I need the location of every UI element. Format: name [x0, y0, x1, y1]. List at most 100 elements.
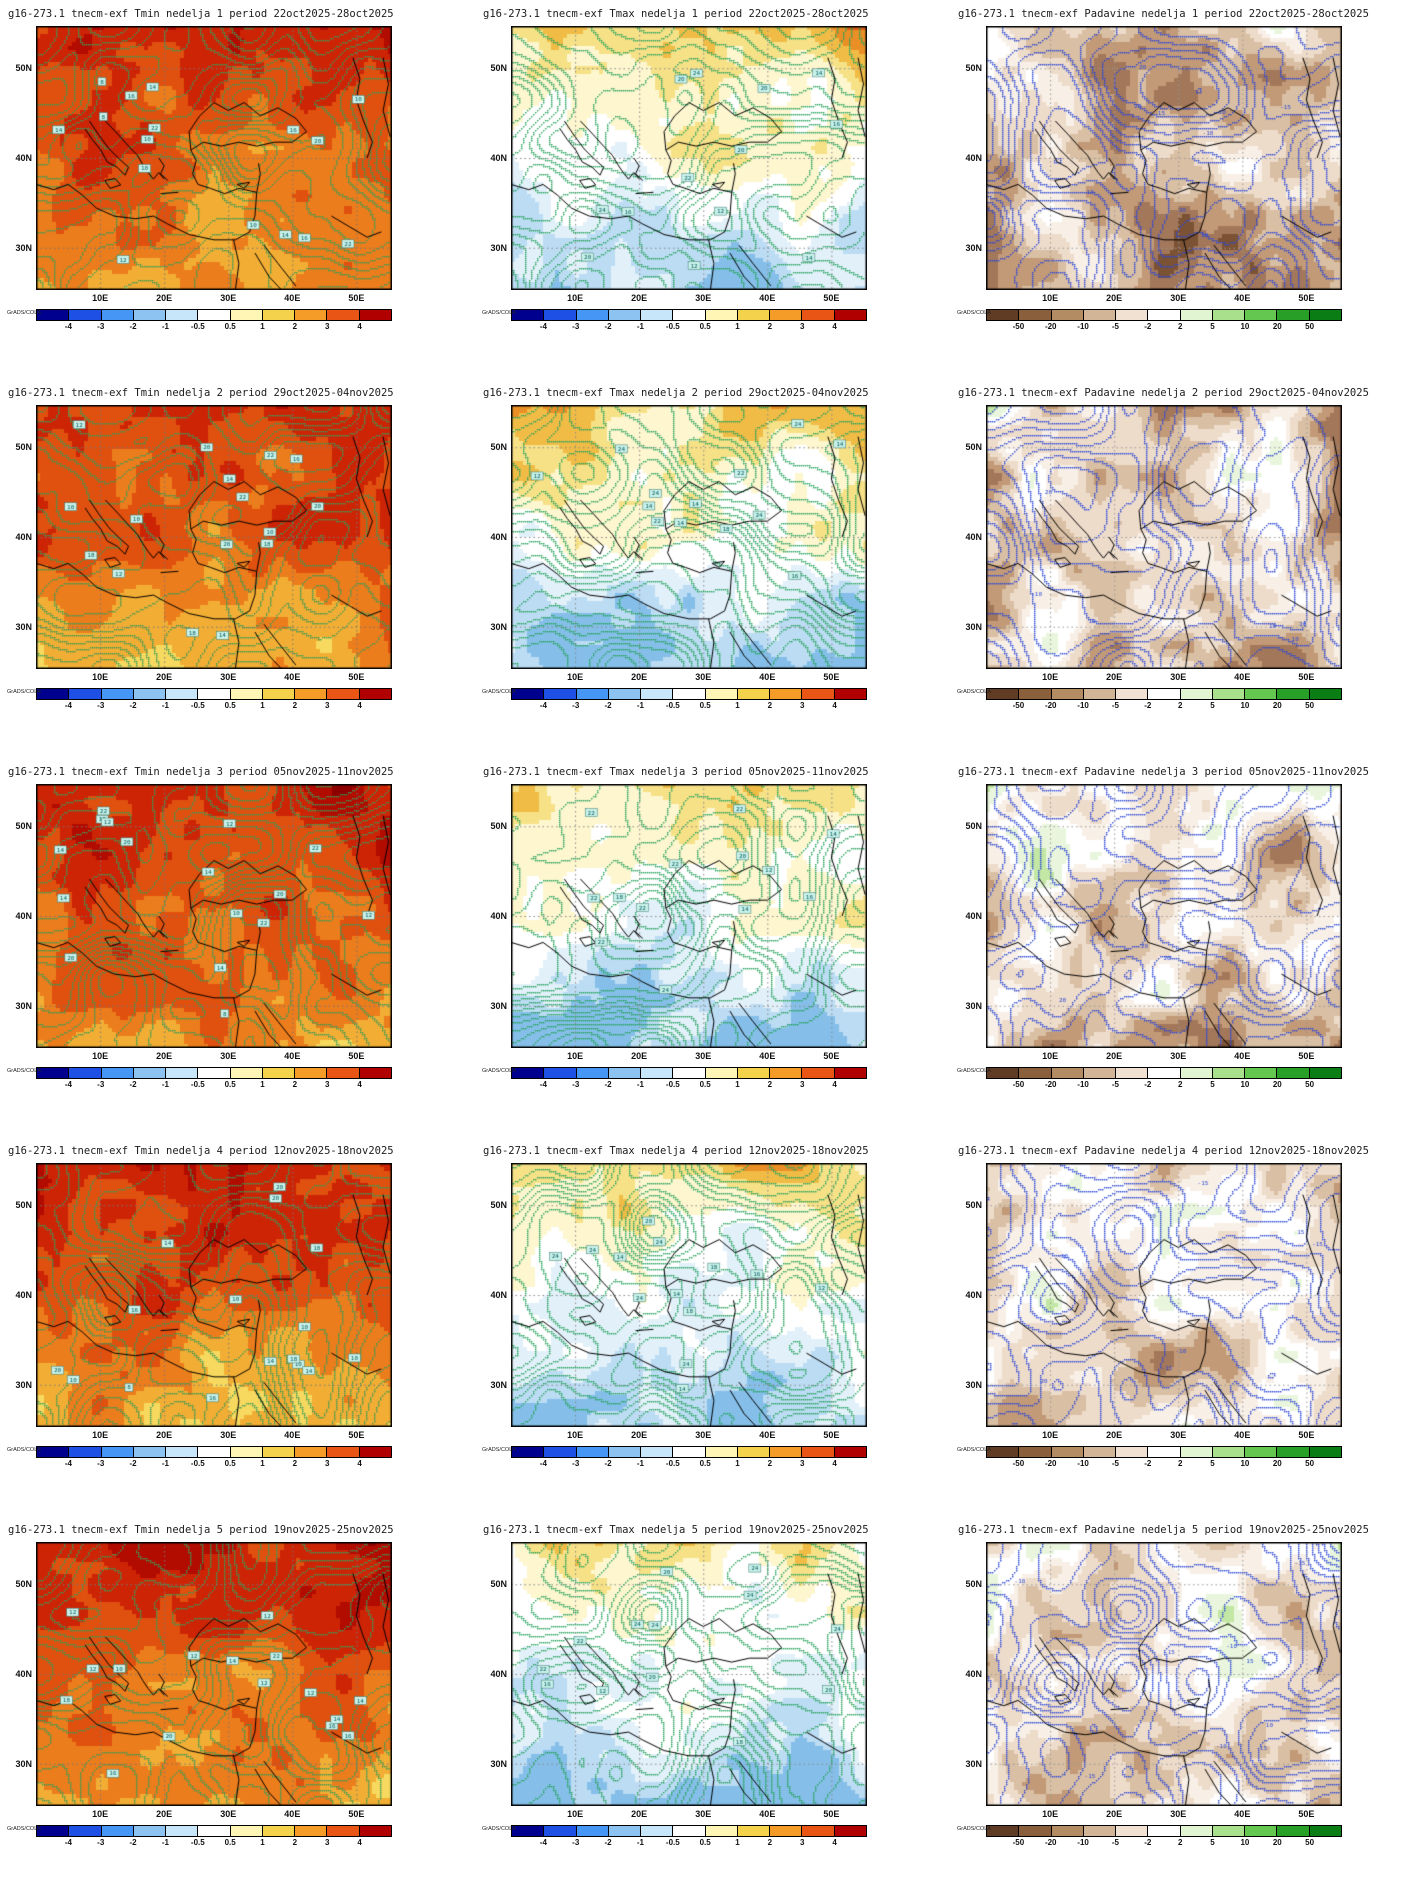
colorbar-row: GrADS/COLA -4 -3 -2 -1 -0.5 0.5 1 2 3 4	[482, 309, 867, 333]
colorbar-tick-label: 2	[767, 1459, 773, 1468]
colorbar-segment	[37, 1826, 69, 1836]
lon-tick-label: 10E	[567, 293, 584, 303]
colorbar-tick-label: 3	[325, 322, 330, 331]
colorbar-segment	[1147, 1826, 1180, 1836]
lon-tick-label: 40E	[284, 293, 301, 303]
colorbar-tick-label: -1	[636, 1080, 645, 1089]
colorbar-tick-label: 10	[1240, 701, 1250, 710]
colorbar-tick-label: 4	[357, 701, 362, 710]
colorbar-tick-label: 2	[1177, 1080, 1183, 1089]
colorbar-segment	[736, 1447, 770, 1457]
map-area: 50N 40N 30N 10E 20E 30E 40E 50E	[965, 1163, 1342, 1440]
map-area: 50N 40N 30N 10E 20E 30E 40E 50E	[15, 1163, 392, 1440]
colorbar-labels: -4 -3 -2 -1 -0.5 0.5 1 2 3 4	[511, 1458, 867, 1469]
colorbar-segment	[229, 1068, 262, 1078]
map-area: 50N 40N 30N 10E 20E 30E 40E 50E	[15, 26, 392, 303]
colorbar-segment	[294, 310, 327, 320]
colorbar-tick-label: -1	[636, 1459, 645, 1468]
colorbar-segment	[736, 310, 770, 320]
colorbar-segment	[1276, 689, 1309, 699]
colorbar-tick-label: 4	[357, 1080, 362, 1089]
panel-title: g16-273.1 tnecm-exf Tmax nedelja 1 perio…	[483, 8, 869, 20]
colorbar-tick-label: 5	[1210, 1459, 1215, 1468]
colorbar-labels: -50 -20 -10 -5 -2 2 5 10 20 50	[986, 1079, 1342, 1090]
colorbar-segment	[1244, 1826, 1277, 1836]
colorbar-tick-label: 5	[1210, 701, 1215, 710]
lon-tick-label: 40E	[284, 1051, 301, 1061]
lon-tick-label: 50E	[1298, 1809, 1315, 1819]
colorbar-segment	[769, 310, 802, 320]
colorbar-segment	[672, 689, 705, 699]
colorbar-tick-label: 3	[325, 1459, 330, 1468]
credit-label: GrADS/COLA	[482, 1068, 516, 1074]
lon-tick-label: 40E	[284, 1430, 301, 1440]
colorbar	[511, 1446, 867, 1458]
colorbar-tick-label: -1	[161, 1080, 170, 1089]
colorbar-tick-label: 4	[832, 1459, 837, 1468]
colorbar-tick-label: 1	[260, 322, 265, 331]
colorbar-tick-label: 3	[800, 322, 805, 331]
colorbar-segment	[987, 1447, 1019, 1457]
lat-tick-label: 50N	[965, 1200, 982, 1211]
lat-tick-label: 30N	[490, 1000, 507, 1011]
map-canvas	[36, 784, 392, 1048]
colorbar-tick-label: 2	[1177, 1838, 1183, 1847]
colorbar-labels: -50 -20 -10 -5 -2 2 5 10 20 50	[986, 1837, 1342, 1848]
map-canvas	[986, 1163, 1342, 1427]
colorbar-tick-label: -0.5	[190, 1080, 205, 1089]
colorbar	[36, 1825, 392, 1837]
colorbar-tick-label: 1	[260, 1080, 265, 1089]
colorbar-tick-label: 2	[767, 701, 773, 710]
lon-tick-label: 40E	[759, 293, 776, 303]
lat-tick-label: 50N	[490, 63, 507, 74]
colorbar-tick-label: -2	[1144, 701, 1152, 710]
colorbar-tick-label: -1	[161, 701, 170, 710]
colorbar-labels: -4 -3 -2 -1 -0.5 0.5 1 2 3 4	[36, 1837, 392, 1848]
credit-label: GrADS/COLA	[7, 1826, 41, 1832]
lon-tick-label: 50E	[823, 1809, 840, 1819]
colorbar-tick-label: -4	[539, 1080, 547, 1089]
lon-tick-label: 10E	[92, 1051, 109, 1061]
colorbar-labels: -4 -3 -2 -1 -0.5 0.5 1 2 3 4	[36, 321, 392, 332]
colorbar-segment	[704, 1447, 737, 1457]
lon-tick-label: 50E	[348, 672, 365, 682]
colorbar-row: GrADS/COLA -50 -20 -10 -5 -2 2 5 10 20 50	[957, 1446, 1342, 1470]
colorbar-segment	[326, 1068, 359, 1078]
map-canvas	[511, 405, 867, 669]
lon-tick-label: 10E	[1042, 1430, 1059, 1440]
lon-tick-label: 20E	[631, 1809, 648, 1819]
lon-tick-label: 50E	[823, 1430, 840, 1440]
colorbar-row: GrADS/COLA -4 -3 -2 -1 -0.5 0.5 1 2 3 4	[7, 1825, 392, 1849]
lat-tick-label: 30N	[965, 1379, 982, 1390]
panel-title: g16-273.1 tnecm-exf Tmax nedelja 3 perio…	[483, 766, 869, 778]
colorbar	[36, 1446, 392, 1458]
lon-tick-label: 10E	[1042, 293, 1059, 303]
lat-tick-label: 40N	[15, 1669, 32, 1679]
colorbar-tick-label: -2	[604, 322, 612, 331]
colorbar-tick-label: 3	[800, 1459, 805, 1468]
lon-tick-label: 40E	[759, 1430, 776, 1440]
colorbar-segment	[1211, 1068, 1245, 1078]
colorbar-tick-label: -20	[1044, 701, 1057, 710]
colorbar-tick-label: 0.5	[699, 1838, 711, 1847]
lon-tick-label: 40E	[1234, 672, 1251, 682]
colorbar-segment	[704, 310, 737, 320]
colorbar-tick-label: -1	[161, 1459, 170, 1468]
colorbar-segment	[769, 1447, 802, 1457]
colorbar-segment	[1147, 1068, 1180, 1078]
credit-label: GrADS/COLA	[482, 689, 516, 695]
colorbar-tick-label: 50	[1305, 1838, 1315, 1847]
colorbar-segment	[1082, 1447, 1116, 1457]
colorbar-tick-label: 4	[832, 1080, 837, 1089]
lon-tick-label: 50E	[1298, 1051, 1315, 1061]
map-panel-tmax-1: g16-273.1 tnecm-exf Tmax nedelja 1 perio…	[475, 0, 950, 379]
colorbar-tick-label: -50	[1012, 1080, 1025, 1089]
colorbar-segment	[326, 310, 359, 320]
lon-tick-label: 20E	[156, 1051, 173, 1061]
lat-tick-label: 30N	[965, 1758, 982, 1769]
map-panel-tmax-2: g16-273.1 tnecm-exf Tmax nedelja 2 perio…	[475, 379, 950, 758]
colorbar-segment	[987, 689, 1019, 699]
colorbar-segment	[358, 1447, 391, 1457]
panel-title: g16-273.1 tnecm-exf Tmin nedelja 3 perio…	[8, 766, 394, 778]
map-panel-padavine-5: g16-273.1 tnecm-exf Padavine nedelja 5 p…	[950, 1516, 1425, 1895]
